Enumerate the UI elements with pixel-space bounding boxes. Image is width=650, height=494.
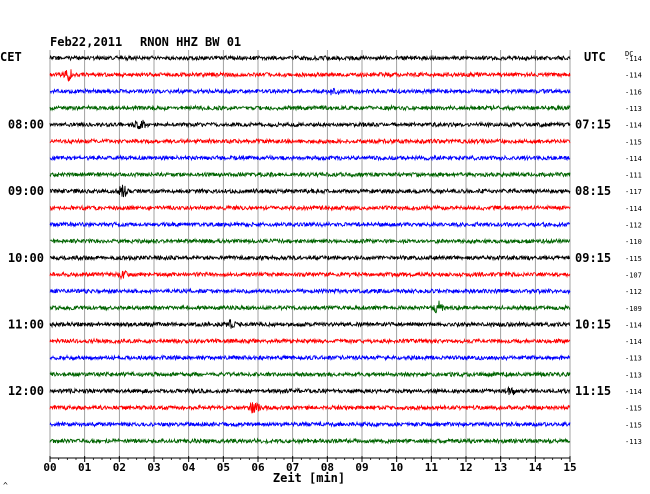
dc-offset-value: -114 [625,122,642,130]
x-axis: 00 01 02 03 04 05 06 07 08 09 10 11 12 13 14 15 [43,456,577,474]
corner-mark: ^ [3,481,8,490]
seismic-trace [49,137,571,145]
dc-offset-value: -114 [625,338,642,346]
x-tick-label: 14 [529,461,543,474]
dc-offset-value: -114 [625,321,642,329]
right-time-label: 09:15 [575,251,611,265]
left-time-label: 11:00 [8,317,44,331]
dc-offset-value: -113 [625,355,642,363]
seismic-trace [49,353,571,362]
dc-offset-value: -117 [625,188,642,196]
left-time-label: 09:00 [8,184,44,198]
seismic-trace [49,401,571,414]
dc-label: DC [625,50,633,58]
dc-offset-value: -113 [625,371,642,379]
dc-offset-value: -114 [625,205,642,213]
seismic-trace [49,184,571,198]
seismic-trace [49,237,571,245]
seismic-trace [49,370,571,379]
left-axis-label: CET [0,50,22,64]
dc-offset-value: -114 [625,155,642,163]
seismic-trace [49,87,571,96]
x-tick-label: 10 [390,461,403,474]
dc-offset-value: -113 [625,438,642,446]
seismic-trace [49,420,571,428]
x-axis-title: Zeit [min] [273,471,345,485]
seismic-trace [49,269,571,281]
dc-offset-value: -115 [625,255,642,263]
dc-offset-value: -112 [625,288,642,296]
dc-offset-value: -114 [625,72,642,80]
x-tick-label: 00 [43,461,56,474]
dc-offset-value: -109 [625,305,642,313]
dc-offset-value: -114 [625,388,642,396]
right-time-label: 10:15 [575,317,611,331]
dc-offset-value: -115 [625,421,642,429]
x-tick-label: 02 [113,461,126,474]
dc-offset-value: -114 [625,55,642,63]
dc-offset-value: -115 [625,138,642,146]
seismic-trace [49,171,571,179]
seismic-trace [49,287,571,295]
x-tick-label: 04 [182,461,196,474]
dc-offset-labels: -114 -114 -116 -113 -114 -115 -114 -111 -117 -114… [625,55,642,446]
seismic-trace [49,54,571,62]
seismic-trace [49,104,571,112]
x-tick-label: 11 [425,461,439,474]
dc-offset-value: -116 [625,88,642,96]
seismic-trace [49,254,571,262]
x-tick-label: 06 [251,461,265,474]
seismic-trace [49,69,571,82]
x-tick-label: 08 [321,461,334,474]
x-tick-label: 12 [459,461,472,474]
header-date: Feb22,2011 [50,35,122,49]
left-time-label: 12:00 [8,384,44,398]
seismic-trace [49,154,571,162]
seismic-trace [49,119,571,130]
seismic-trace [49,318,571,329]
left-time-label: 10:00 [8,251,44,265]
dc-offset-value: -110 [625,238,642,246]
x-tick-label: 15 [563,461,576,474]
dc-offset-value: -112 [625,222,642,230]
header-station: RNON HHZ BW 01 [140,35,241,49]
x-tick-label: 07 [286,461,299,474]
x-tick-label: 09 [355,461,368,474]
seismic-trace [49,337,571,345]
time-labels: 08:00 09:00 10:00 11:00 12:00 07:15 08:15 09:15… [8,118,611,398]
seismic-trace [49,437,571,445]
seismic-trace [49,220,571,229]
seismic-trace [49,300,571,314]
seismic-trace [49,385,571,396]
dc-offset-value: -107 [625,271,642,279]
right-axis-label: UTC [584,50,606,64]
x-tick-label: 01 [78,461,92,474]
dc-offset-value: -113 [625,105,642,113]
seismic-trace [49,204,571,212]
x-tick-label: 03 [147,461,160,474]
dc-offset-value: -111 [625,172,642,180]
x-tick-label: 13 [494,461,507,474]
right-time-label: 11:15 [575,384,611,398]
trace-group [49,54,571,445]
right-time-label: 07:15 [575,118,611,132]
left-time-label: 08:00 [8,118,44,132]
dc-offset-value: -115 [625,405,642,413]
x-tick-label: 05 [217,461,230,474]
right-time-label: 08:15 [575,184,611,198]
